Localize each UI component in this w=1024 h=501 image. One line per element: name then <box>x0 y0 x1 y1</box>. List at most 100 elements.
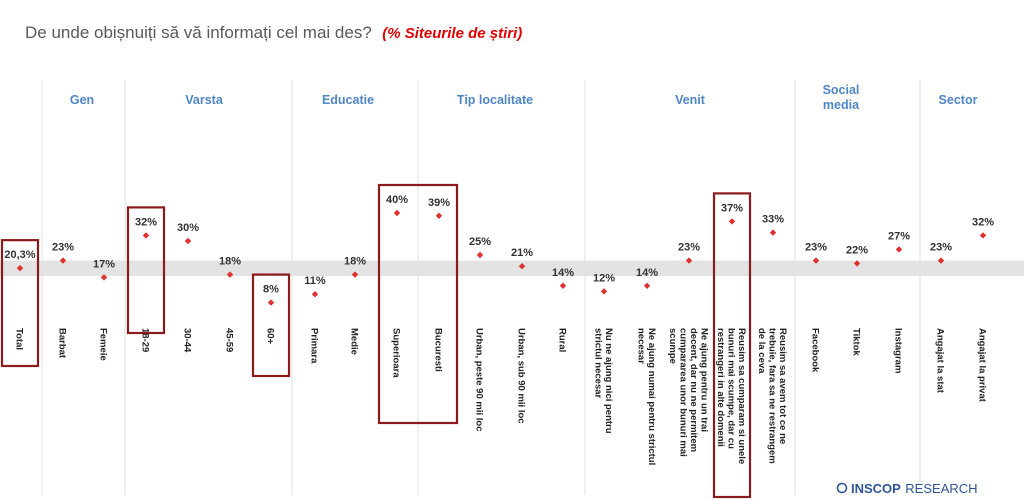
value-label: 21% <box>511 247 533 259</box>
data-point <box>600 288 608 295</box>
category-label: Total <box>14 328 25 350</box>
category-label: 30-44 <box>182 328 193 353</box>
data-point <box>267 299 275 306</box>
category-label: Angajat la stat <box>935 328 946 394</box>
svg-text:Tiktok: Tiktok <box>851 328 862 357</box>
value-label: 23% <box>678 242 700 254</box>
group-separators <box>41 80 921 495</box>
data-point <box>937 257 945 264</box>
svg-text:Urban, peste 90 mii loc: Urban, peste 90 mii loc <box>474 328 485 431</box>
category-label: Instagram <box>893 328 904 373</box>
data-point <box>685 257 693 264</box>
svg-text:45-59: 45-59 <box>224 328 235 352</box>
svg-text:Superioara: Superioara <box>391 328 402 378</box>
logo-text: INSCOP RESEARCH <box>851 480 978 497</box>
category-label: Superioara <box>391 328 402 378</box>
data-point <box>518 263 526 270</box>
svg-text:Primara: Primara <box>309 328 320 364</box>
logo-brand: INSCOP <box>851 481 901 496</box>
data-point <box>311 291 319 298</box>
data-point <box>853 260 861 267</box>
svg-text:Angajat la privat: Angajat la privat <box>977 328 988 403</box>
value-label: 17% <box>93 258 115 270</box>
svg-text:Angajat la stat: Angajat la stat <box>935 328 946 394</box>
group-label: Venit <box>675 93 706 107</box>
data-point <box>476 251 484 259</box>
chart-subtitle: (% Siteurile de știri) <box>382 25 522 42</box>
svg-text:30-44: 30-44 <box>182 328 193 353</box>
logo: INSCOP RESEARCH <box>836 480 978 497</box>
data-point <box>16 264 24 272</box>
group-labels: Gen Varsta Educatie Tip localitate Venit Soci… <box>70 83 978 112</box>
category-label: Primara <box>309 328 320 364</box>
value-label: 14% <box>552 267 574 279</box>
svg-text:Facebook: Facebook <box>810 328 821 373</box>
highlight-box <box>251 273 291 378</box>
group-label: Educatie <box>322 93 374 107</box>
reference-band-layer <box>0 260 1024 276</box>
value-label: 40% <box>386 194 408 206</box>
group-label: Sector <box>939 93 978 107</box>
data-point <box>559 282 567 289</box>
category-label: Ne ajung pentru un traidecent, dar nu ne… <box>667 328 710 457</box>
data-point <box>643 282 651 289</box>
category-label: Reusim sa avem tot ce netrebuie, fara sa… <box>756 328 788 464</box>
value-label: 18% <box>219 256 241 268</box>
logo-icon <box>836 482 848 494</box>
group-label: Social media <box>823 83 861 112</box>
data-point <box>59 257 67 264</box>
category-label: Medie <box>349 328 360 355</box>
value-label: 25% <box>469 236 491 248</box>
data-points <box>16 209 987 306</box>
svg-text:Ne ajung pentru un traidecent,: Ne ajung pentru un traidecent, dar nu ne… <box>667 328 710 457</box>
category-label: Bucuresti <box>433 328 444 372</box>
category-label: Nu ne ajung nici pentrustrictul necesar <box>592 328 614 434</box>
category-label: Angajat la privat <box>977 328 988 403</box>
value-label: 14% <box>636 267 658 279</box>
data-point <box>812 257 820 264</box>
svg-text:Bucuresti: Bucuresti <box>433 328 444 372</box>
data-point <box>979 232 987 239</box>
value-labels: 20,3% 23% 17% 32% 30% 18% 8% 11% 18% 40% 39% 25% 21%… <box>4 194 994 296</box>
svg-text:Instagram: Instagram <box>893 328 904 373</box>
data-point <box>393 209 401 217</box>
value-label: 27% <box>888 230 910 242</box>
svg-text:Reusim sa cumparam si unelebun: Reusim sa cumparam si unelebunuri mai sc… <box>715 328 747 464</box>
logo-suffix: RESEARCH <box>905 481 977 496</box>
category-label: Femeie <box>98 328 109 361</box>
value-label: 32% <box>135 216 157 228</box>
value-label: 23% <box>930 242 952 254</box>
data-point <box>351 271 359 278</box>
svg-text:Urban, sub 90 mii loc: Urban, sub 90 mii loc <box>516 328 527 424</box>
group-label: Gen <box>70 93 94 107</box>
value-label: 23% <box>805 242 827 254</box>
value-label: 37% <box>721 202 743 214</box>
group-label: Varsta <box>185 93 224 107</box>
reference-band <box>0 260 1024 276</box>
chart-title: De unde obișnuiți să vă informați cel ma… <box>25 23 522 42</box>
category-label: 45-59 <box>224 328 235 352</box>
value-label: 12% <box>593 272 615 284</box>
value-label: 8% <box>263 284 279 296</box>
svg-text:Ne ajung numai pentru strictul: Ne ajung numai pentru strictulnecesar <box>635 328 657 465</box>
data-point <box>895 246 903 253</box>
value-label: 23% <box>52 242 74 254</box>
svg-text:18-29: 18-29 <box>140 328 151 352</box>
category-label: 60+ <box>265 328 276 345</box>
value-label: 18% <box>344 256 366 268</box>
category-label: 18-29 <box>140 328 151 352</box>
category-label: Rural <box>557 328 568 352</box>
highlight-box <box>0 239 40 368</box>
value-label: 20,3% <box>4 249 35 261</box>
svg-text:60+: 60+ <box>265 328 276 345</box>
data-point <box>142 232 150 239</box>
data-point <box>100 274 108 281</box>
svg-text:Femeie: Femeie <box>98 328 109 361</box>
data-point <box>184 237 192 245</box>
value-label: 30% <box>177 222 199 234</box>
data-point <box>226 271 234 278</box>
data-point <box>435 212 443 219</box>
svg-text:Reusim sa avem tot ce netrebui: Reusim sa avem tot ce netrebuie, fara sa… <box>756 328 788 464</box>
category-label: Barbat <box>57 328 68 359</box>
